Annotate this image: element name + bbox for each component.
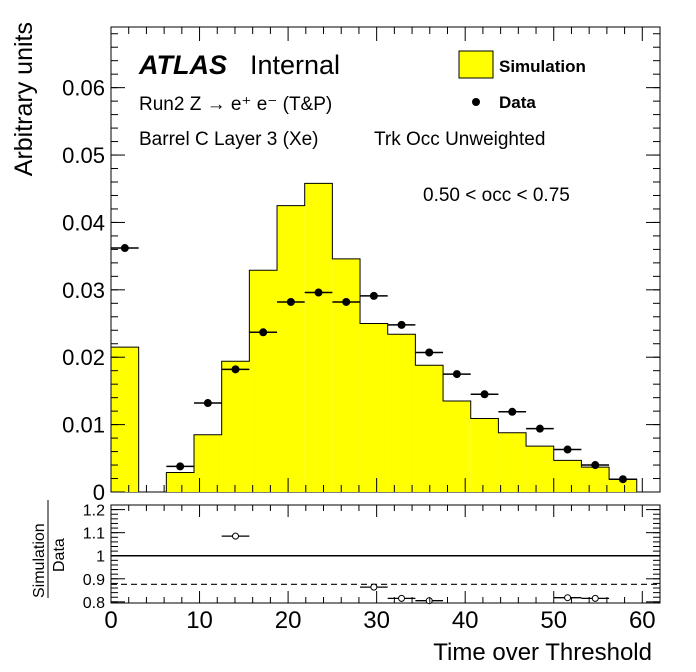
ratio-ytick-label: 1 bbox=[96, 549, 105, 566]
simulation-bin bbox=[332, 258, 361, 492]
simulation-bin bbox=[470, 418, 499, 492]
ratio-ytick-label: 1.1 bbox=[83, 526, 105, 543]
simulation-bin bbox=[498, 432, 527, 492]
ratio-ytick-label: 0.8 bbox=[83, 595, 105, 612]
data-point bbox=[563, 445, 572, 454]
simulation-bin bbox=[581, 467, 610, 492]
main-panel: 0 0.01 0.02 0.03 0.04 0.05 0.06 Arbitrary unit… bbox=[10, 22, 661, 505]
data-point bbox=[231, 365, 240, 374]
ratio-xtick-label: 10 bbox=[186, 607, 213, 634]
main-ytick-label: 0.06 bbox=[62, 76, 105, 101]
ratio-ytick-label: 1.2 bbox=[83, 503, 105, 520]
simulation-bin bbox=[249, 270, 278, 492]
legend-simulation-swatch bbox=[458, 50, 494, 79]
main-ytick-label: 0.05 bbox=[62, 143, 105, 168]
main-x-ticks bbox=[110, 27, 661, 492]
ratio-xtick-label: 0 bbox=[104, 607, 117, 634]
ratio-point bbox=[425, 597, 433, 605]
process-label: Run2 Z → e⁺ e⁻ (T&P) bbox=[139, 94, 332, 115]
simulation-bin bbox=[415, 365, 444, 492]
main-ytick-label: 0.02 bbox=[62, 345, 105, 370]
simulation-bin bbox=[360, 323, 388, 492]
ratio-point bbox=[398, 594, 406, 602]
data-point bbox=[314, 288, 323, 297]
simulation-bin bbox=[221, 361, 250, 492]
data-point bbox=[480, 390, 489, 399]
atlas-label: ATLAS bbox=[138, 50, 227, 80]
ratio-xtick-label: 40 bbox=[452, 607, 479, 634]
ratio-point bbox=[232, 532, 240, 540]
simulation-bin bbox=[443, 401, 471, 492]
y-axis-label: Arbitrary units bbox=[10, 22, 38, 176]
data-point bbox=[508, 407, 517, 416]
data-point bbox=[535, 424, 544, 433]
ratio-xtick-label: 30 bbox=[363, 607, 390, 634]
legend-data-marker bbox=[472, 98, 480, 106]
main-ytick-label: 0.03 bbox=[62, 278, 105, 303]
simulation-bin bbox=[387, 334, 416, 492]
simulation-bin bbox=[277, 205, 305, 492]
simulation-bin bbox=[166, 472, 195, 492]
region-label: Barrel C Layer 3 (Xe) bbox=[139, 129, 319, 150]
ratio-xtick-label: 20 bbox=[275, 607, 302, 634]
ratio-xtick-label: 50 bbox=[540, 607, 567, 634]
main-ytick-label: 0.01 bbox=[62, 413, 105, 438]
ratio-label-denominator: Data bbox=[51, 538, 68, 572]
ratio-y-axis: 0.8 0.9 1 1.1 1.2 bbox=[83, 503, 660, 612]
ratio-label-numerator: Simulation bbox=[31, 523, 48, 598]
ratio-point bbox=[564, 594, 572, 602]
main-marks bbox=[110, 182, 638, 493]
ratio-marks bbox=[111, 532, 660, 605]
data-point bbox=[369, 291, 378, 300]
data-point bbox=[618, 475, 627, 484]
simulation-outline bbox=[110, 182, 638, 493]
data-point bbox=[397, 320, 406, 329]
ratio-xtick-label: 60 bbox=[629, 607, 656, 634]
simulation-bin bbox=[304, 183, 333, 492]
data-point bbox=[286, 297, 295, 306]
data-point bbox=[342, 297, 351, 306]
legend-data-label: Data bbox=[499, 93, 536, 112]
legend: Simulation Data bbox=[458, 50, 586, 112]
data-point bbox=[452, 370, 461, 379]
ratio-plot-frame bbox=[110, 504, 661, 604]
x-axis-label: Time over Threshold bbox=[433, 639, 652, 666]
main-y-axis: 0 0.01 0.02 0.03 0.04 0.05 0.06 bbox=[62, 33, 660, 505]
data-point bbox=[203, 399, 212, 408]
main-ytick-label: 0 bbox=[93, 480, 105, 505]
data-point bbox=[176, 462, 185, 471]
simulation-bin bbox=[194, 434, 222, 492]
ratio-x-axis: 0 10 20 30 40 50 60 bbox=[104, 505, 661, 634]
simulation-bin bbox=[111, 347, 139, 492]
ratio-ytick-label: 0.9 bbox=[83, 572, 105, 589]
data-point bbox=[259, 328, 268, 337]
legend-simulation-label: Simulation bbox=[499, 57, 586, 76]
ratio-point bbox=[591, 594, 599, 602]
data-point bbox=[425, 348, 434, 357]
simulation-bin bbox=[609, 479, 637, 492]
simulation-bin bbox=[553, 460, 582, 492]
weighting-label: Trk Occ Unweighted bbox=[374, 129, 545, 150]
data-point bbox=[591, 461, 600, 470]
simulation-bin bbox=[526, 446, 554, 492]
internal-label: Internal bbox=[250, 50, 340, 80]
data-point bbox=[120, 244, 129, 253]
ratio-panel: 0.8 0.9 1 1.1 1.2 0 10 20 30 40 50 60 Simulation D… bbox=[31, 500, 661, 666]
occupancy-range-label: 0.50 < occ < 0.75 bbox=[423, 185, 570, 206]
ratio-point bbox=[370, 583, 378, 591]
main-ytick-label: 0.04 bbox=[62, 210, 105, 235]
